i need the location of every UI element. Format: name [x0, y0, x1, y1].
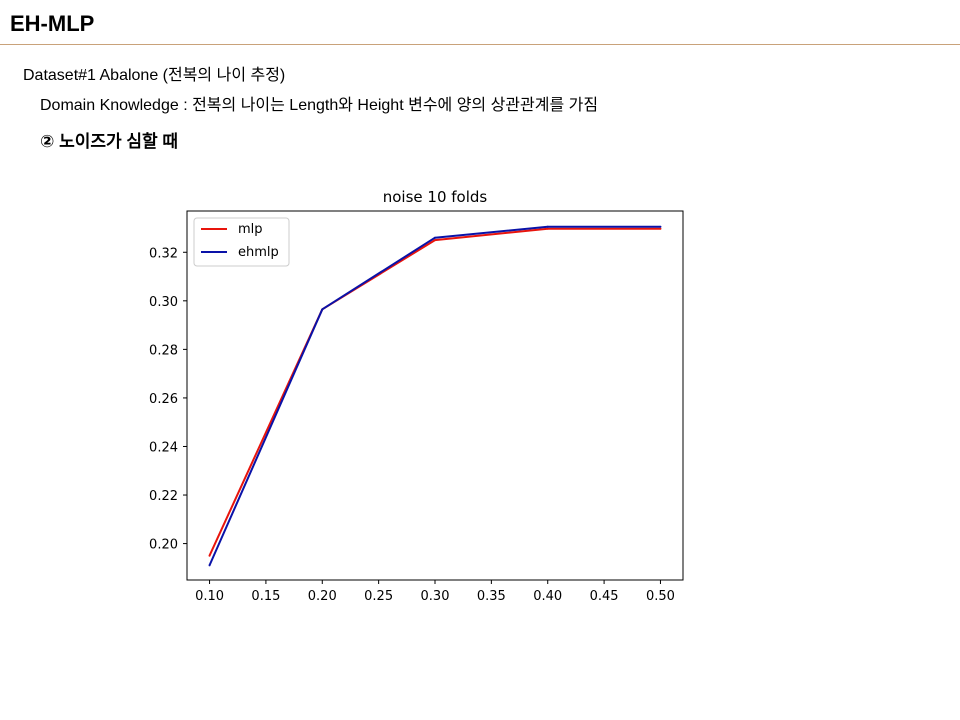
data-point-ehmlp [434, 236, 436, 239]
y-tick-label: 0.24 [149, 440, 178, 455]
legend-label-ehmlp: ehmlp [238, 245, 279, 260]
data-point-mlp [546, 227, 549, 230]
x-tick-label: 0.40 [533, 589, 562, 604]
title-divider [0, 44, 960, 45]
data-point-mlp [208, 554, 211, 557]
y-tick-label: 0.20 [149, 538, 178, 553]
data-point-ehmlp [659, 225, 662, 228]
y-tick-label: 0.32 [149, 246, 178, 261]
x-tick-label: 0.50 [646, 589, 675, 604]
y-tick-label: 0.22 [149, 489, 178, 504]
x-tick-label: 0.25 [364, 589, 393, 604]
x-tick-label: 0.35 [477, 589, 506, 604]
domain-knowledge-line: Domain Knowledge : 전복의 나이는 Length와 Heigh… [40, 97, 599, 114]
plot-frame [186, 210, 684, 581]
legend-label-mlp: mlp [238, 222, 263, 237]
series-line-mlp [208, 227, 661, 557]
x-tick-label: 0.45 [590, 589, 619, 604]
x-tick-label: 0.20 [308, 589, 337, 604]
y-tick-label: 0.28 [149, 343, 178, 358]
data-point-ehmlp [321, 308, 324, 311]
slide-title: EH-MLP [10, 11, 95, 36]
line-chart: noise 10 folds 0.10 0.15 0.20 0.25 0.30 0.35 0… [149, 188, 684, 604]
series-line-ehmlp [208, 225, 661, 566]
case-heading: ② 노이즈가 심할 때 [40, 132, 179, 151]
data-point-mlp [659, 227, 662, 230]
chart-title: noise 10 folds [383, 188, 488, 206]
x-tick-label: 0.30 [421, 589, 450, 604]
dataset-line: Dataset#1 Abalone (전복의 나이 추정) [23, 67, 286, 84]
y-tick-label: 0.30 [149, 295, 178, 310]
x-tick-label: 0.15 [251, 589, 280, 604]
data-point-ehmlp [546, 225, 549, 228]
data-point-mlp [434, 239, 436, 242]
legend: mlp ehmlp [193, 217, 290, 267]
x-tick-label: 0.10 [195, 589, 224, 604]
data-point-ehmlp [208, 564, 211, 567]
y-tick-label: 0.26 [149, 392, 178, 407]
